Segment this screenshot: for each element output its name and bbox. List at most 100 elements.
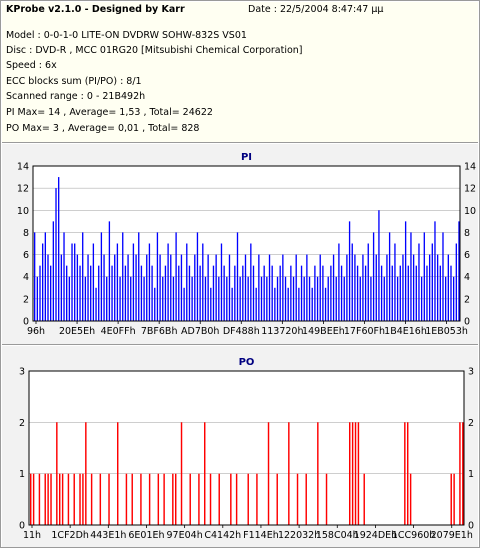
bar (196, 232, 199, 321)
pi-chart-panel: PI 0 0 2 2 4 4 6 6 8 8 10 10 12 12 14 14 96h 20E5Eh 4E0FFh 7… (2, 144, 478, 345)
bar (354, 254, 356, 321)
bar (300, 265, 303, 321)
bar (111, 265, 113, 321)
bar (180, 422, 183, 525)
bar (71, 243, 73, 321)
bar (143, 276, 145, 321)
bar (47, 473, 49, 525)
bar (292, 276, 295, 321)
bar (357, 422, 360, 525)
bar (317, 422, 319, 525)
x-tick-label: 4E0FFh (101, 326, 136, 337)
bar (178, 265, 180, 321)
bar (359, 276, 361, 321)
bar (428, 254, 431, 321)
bar (436, 254, 439, 321)
x-tick-label: 113720h (261, 326, 303, 337)
bar (44, 232, 46, 321)
bar (56, 422, 58, 525)
y-tick-label: 4 (464, 272, 470, 283)
bar (242, 265, 244, 321)
x-tick-label: 122032h (278, 530, 320, 541)
bar (295, 254, 297, 321)
bar (66, 265, 68, 321)
bar (391, 265, 393, 321)
bar (55, 188, 57, 321)
x-tick-label: 443E1h (90, 530, 126, 541)
bar (170, 254, 172, 321)
bar (156, 232, 159, 321)
x-tick-label: 1CF2Dh (51, 530, 89, 541)
bar (44, 473, 46, 525)
bar (247, 473, 249, 525)
bar (442, 232, 444, 321)
bar (151, 265, 153, 321)
bar (76, 254, 79, 321)
bar (204, 422, 206, 525)
bar (82, 473, 84, 525)
bar (92, 243, 95, 321)
bar (148, 473, 151, 525)
bar (288, 422, 290, 525)
bar (234, 265, 236, 321)
bar (462, 422, 464, 525)
bar (73, 473, 75, 525)
bar (154, 287, 156, 321)
bar (404, 221, 407, 321)
bar (363, 473, 365, 525)
bar (340, 265, 343, 321)
bar (410, 232, 412, 321)
bar (159, 254, 161, 321)
bar (314, 265, 316, 321)
bar (42, 243, 44, 321)
bar (434, 221, 436, 321)
bar (228, 254, 231, 321)
bar (316, 276, 319, 321)
bar (180, 254, 183, 321)
y-tick-label: 12 (17, 184, 29, 195)
y-tick-label: 12 (464, 184, 476, 195)
x-tick-label: C4142h (204, 530, 241, 541)
bar (407, 265, 409, 321)
speed-line: Speed : 6x (6, 60, 57, 71)
bar (244, 254, 247, 321)
bar (375, 254, 377, 321)
bar (458, 221, 460, 321)
y-tick-label: 10 (464, 206, 476, 217)
bar (378, 210, 380, 321)
y-tick-label: 8 (464, 228, 470, 239)
bar (306, 254, 308, 321)
x-tick-label: 20E5Eh (59, 326, 95, 337)
pi-chart: PI 0 0 2 2 4 4 6 6 8 8 10 10 12 12 14 14 96h 20E5Eh 4E0FFh 7… (17, 152, 476, 337)
bar (85, 422, 87, 525)
plot-border (28, 370, 465, 526)
x-tick-label: 158C04h (316, 530, 359, 541)
bar (266, 276, 268, 321)
y-tick-label: 0 (23, 317, 29, 328)
y-tick-label: 2 (464, 294, 470, 305)
bar (59, 473, 61, 525)
bar (36, 276, 38, 321)
bar (287, 287, 289, 321)
bar (450, 473, 452, 525)
bar (60, 254, 63, 321)
bar (296, 473, 299, 525)
y-tick-label: 10 (17, 206, 29, 217)
y-tick-label: 14 (464, 162, 476, 173)
y-tick-label: 8 (23, 228, 29, 239)
bar (263, 265, 265, 321)
bar (367, 243, 369, 321)
bar (79, 473, 81, 525)
y-tick-label: 2 (468, 418, 474, 429)
bar (250, 243, 252, 321)
bar (298, 287, 300, 321)
bar (189, 473, 191, 525)
y-tick-label: 6 (464, 250, 470, 261)
bar (351, 422, 354, 525)
x-tick-label: 96h (27, 326, 45, 337)
bar (426, 265, 428, 321)
x-tick-label: F114Eh (243, 530, 279, 541)
bar (420, 276, 423, 321)
x-tick-label: 1EB053h (425, 326, 468, 337)
